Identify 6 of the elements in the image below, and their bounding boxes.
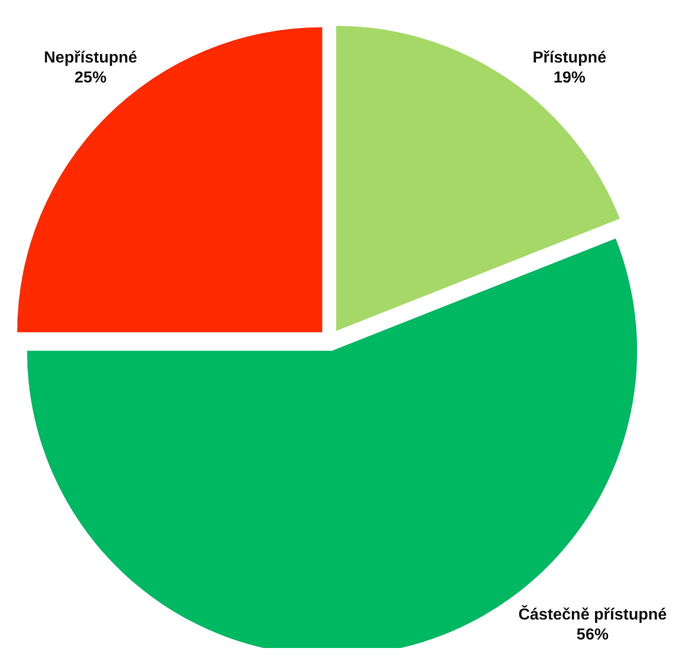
data-label: 19%: [553, 70, 586, 87]
slice-label: Částečně přístupné: [518, 604, 667, 624]
data-label: 25%: [74, 70, 107, 87]
slice-label: Přístupné: [532, 50, 606, 67]
data-label: 56%: [576, 626, 609, 644]
slice-label: Nepřístupné: [44, 50, 138, 67]
